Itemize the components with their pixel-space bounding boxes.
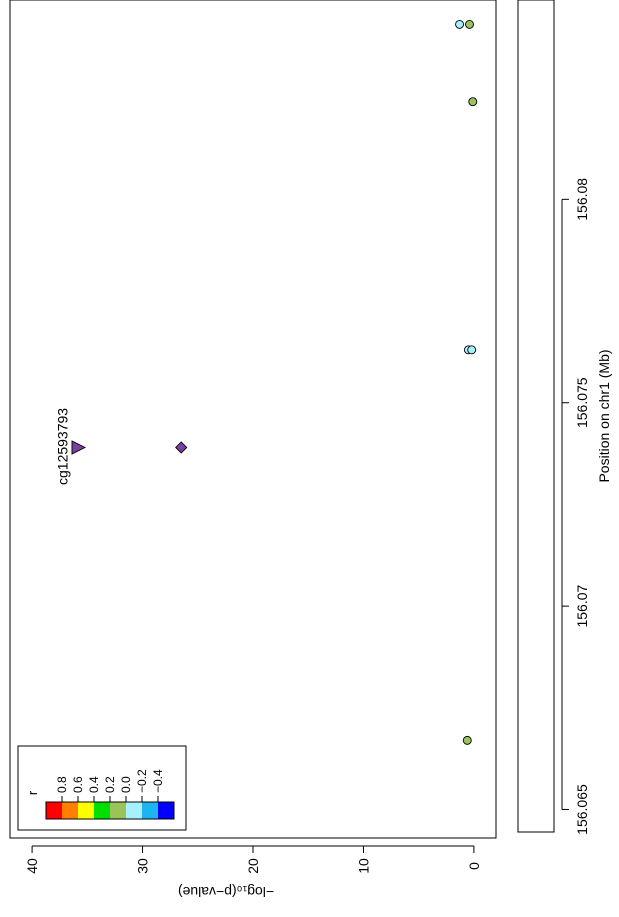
x-axis: 156.065 156.07 156.075 156.08 bbox=[561, 178, 590, 835]
y-tick-label: 20 bbox=[245, 858, 261, 874]
legend-swatch bbox=[78, 802, 94, 819]
legend-swatch bbox=[142, 802, 158, 819]
x-tick-label: 156.075 bbox=[574, 377, 590, 428]
data-points: cg12593793 bbox=[54, 19, 478, 745]
y-axis-label: −log₁₀(p−value) bbox=[178, 884, 274, 900]
legend-swatch bbox=[62, 802, 78, 819]
legend-tick-label: 0.2 bbox=[103, 776, 117, 793]
data-point bbox=[467, 345, 477, 355]
data-point bbox=[462, 735, 472, 745]
data-point bbox=[465, 19, 474, 29]
y-tick-label: 10 bbox=[355, 858, 371, 874]
data-point-triangle bbox=[71, 440, 86, 455]
x-tick-label: 156.08 bbox=[574, 178, 590, 221]
legend-tick-label: −0.4 bbox=[151, 769, 165, 793]
legend-swatch bbox=[126, 802, 142, 819]
point-label: cg12593793 bbox=[54, 408, 70, 485]
gene-track-frame bbox=[517, 0, 555, 833]
data-point bbox=[468, 97, 478, 107]
data-point bbox=[455, 19, 464, 29]
legend-swatch bbox=[94, 802, 110, 819]
y-tick-label: 0 bbox=[466, 862, 482, 870]
legend-swatch bbox=[110, 802, 126, 819]
plot-frame bbox=[9, 0, 497, 839]
data-point-diamond bbox=[175, 441, 188, 454]
legend-tick-label: 0.8 bbox=[55, 776, 69, 793]
legend-tick-label: 0.0 bbox=[119, 776, 133, 793]
x-axis-label: Position on chr1 (Mb) bbox=[596, 349, 612, 482]
legend-swatch bbox=[158, 802, 174, 819]
y-axis: 0 10 20 30 40 bbox=[24, 845, 482, 874]
x-tick-label: 156.07 bbox=[574, 585, 590, 628]
y-tick-label: 40 bbox=[24, 858, 40, 874]
legend-tick-label: 0.6 bbox=[71, 776, 85, 793]
legend-title: r bbox=[25, 790, 40, 795]
legend-tick-label: −0.2 bbox=[135, 769, 149, 793]
y-tick-label: 30 bbox=[135, 858, 151, 874]
legend-tick-label: 0.4 bbox=[87, 776, 101, 793]
x-tick-label: 156.065 bbox=[574, 784, 590, 835]
legend: r 0.8 0.6 0.4 0.2 0.0 −0.2 −0.4 bbox=[17, 745, 187, 831]
legend-swatch bbox=[46, 802, 62, 819]
